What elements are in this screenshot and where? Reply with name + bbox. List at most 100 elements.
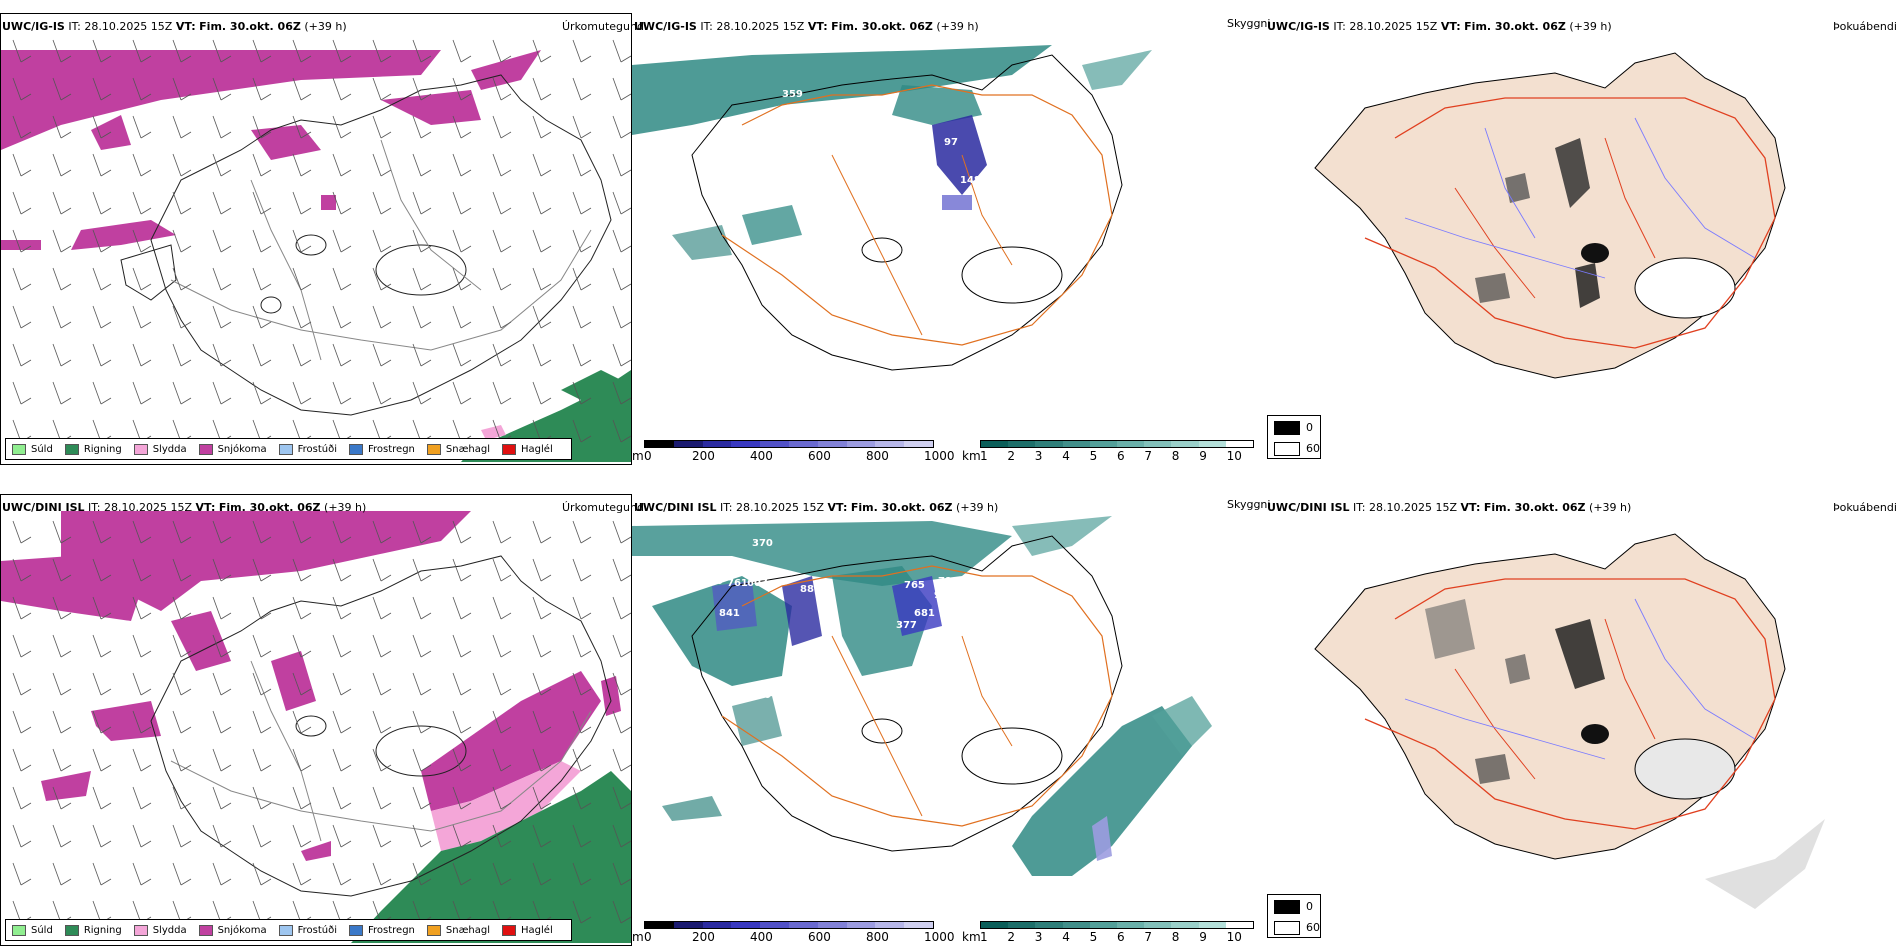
wind-barb xyxy=(612,748,622,772)
wind-barb xyxy=(92,153,102,177)
wind-barb xyxy=(92,672,102,696)
wind-barb xyxy=(532,305,542,329)
cloud-title-row1: Skyggni xyxy=(1227,17,1271,30)
wind-barb xyxy=(92,77,102,101)
wind-barb xyxy=(612,39,622,63)
wind-barb-flag xyxy=(140,55,152,63)
wind-barb xyxy=(252,381,262,405)
wind-barb xyxy=(172,710,182,734)
wind-barb xyxy=(292,305,302,329)
vt-label: VT: xyxy=(175,20,196,33)
wind-barb xyxy=(92,305,102,329)
wind-barb-flag xyxy=(180,359,192,367)
wind-barb xyxy=(292,634,302,658)
peak-height-label: 208 xyxy=(942,636,963,647)
wind-barb xyxy=(532,824,542,848)
wind-barb xyxy=(52,381,62,405)
legend-swatch xyxy=(278,924,293,936)
wind-barb xyxy=(612,596,622,620)
fog-legend-swatch xyxy=(1274,921,1300,935)
wind-barb-flag xyxy=(100,688,112,696)
wind-barb xyxy=(292,748,302,772)
colorbar-tick-label: 4 xyxy=(1062,449,1070,463)
wind-barb-flag xyxy=(380,840,392,848)
wind-barb-flag xyxy=(220,207,232,215)
wind-barb-flag xyxy=(260,688,272,696)
wind-barb-flag xyxy=(20,283,32,291)
wind-barb-flag xyxy=(580,435,592,443)
wind-barb-flag xyxy=(180,878,192,886)
wind-barb xyxy=(412,710,422,734)
wind-barb xyxy=(52,229,62,253)
wind-barb-flag xyxy=(620,840,631,848)
wind-barb-flag xyxy=(580,802,592,810)
wind-barb xyxy=(252,634,262,658)
wind-barb xyxy=(332,77,342,101)
wind-barb-flag xyxy=(380,574,392,582)
it-value: 28.10.2025 15Z xyxy=(736,501,825,514)
legend-swatch xyxy=(502,443,517,455)
fog-title-row1: Þokuábendi xyxy=(1833,20,1897,33)
wind-barb-flag xyxy=(220,321,232,329)
wind-barb xyxy=(132,634,142,658)
wind-barb xyxy=(412,229,422,253)
wind-barb xyxy=(452,596,462,620)
wind-barb-flag xyxy=(340,359,352,367)
it-label: IT: xyxy=(700,20,713,33)
wind-barb-flag xyxy=(340,802,352,810)
wind-barb xyxy=(292,558,302,582)
wind-barb-flag xyxy=(20,245,32,253)
wind-barb-flag xyxy=(620,802,631,810)
peak-height-label: 962 xyxy=(934,590,955,601)
wind-barb xyxy=(492,39,502,63)
wind-barb-flag xyxy=(20,802,32,810)
wind-barb-flag xyxy=(20,764,32,772)
colorbar-unit: km xyxy=(962,930,981,944)
wind-barb xyxy=(492,267,502,291)
wind-barb-flag xyxy=(420,245,432,253)
fog-legend-row1: 0 60 xyxy=(1267,415,1321,459)
wind-barb-flag xyxy=(380,764,392,772)
colorbar-tick-label: 7 xyxy=(1144,449,1153,463)
peak-height-label: 377 xyxy=(896,620,917,631)
precip-type-map-row2 xyxy=(1,511,631,943)
wind-barb-flag xyxy=(500,688,512,696)
wind-barb xyxy=(252,305,262,329)
legend-swatch xyxy=(64,924,79,936)
model-name: UWC/DINI ISL xyxy=(2,501,85,514)
wind-barb-flag xyxy=(100,612,112,620)
colorbar-tick-label: 3 xyxy=(1034,449,1043,463)
peak-height-label: 370 xyxy=(752,538,773,549)
wind-barb xyxy=(412,39,422,63)
wind-barb-flag xyxy=(220,397,232,405)
wind-barb-flag xyxy=(580,55,592,63)
wind-barb-flag xyxy=(580,688,592,696)
visibility-colorbar-row2: km 1 2 3 4 5 6 7 8 9 10 xyxy=(962,921,1262,944)
legend-label: Frostregn xyxy=(368,443,415,455)
precip-type-legend-row2: Súld Rigning Slydda Snjókoma Frostúði Frostre… xyxy=(5,919,572,941)
legend-label: Súld xyxy=(31,924,53,936)
peak-height-label: 359 xyxy=(782,89,803,100)
wind-barb xyxy=(452,786,462,810)
wind-barb-flag xyxy=(540,536,552,544)
wind-barb xyxy=(412,596,422,620)
wind-barb xyxy=(572,381,582,405)
wind-barb xyxy=(132,748,142,772)
wind-barb xyxy=(372,229,382,253)
colorbar-unit: m xyxy=(632,449,644,463)
legend-swatch xyxy=(198,443,213,455)
wind-barb xyxy=(212,343,222,367)
lead-time: (+39 h) xyxy=(304,20,347,33)
peak-height-label: 264 xyxy=(732,127,753,138)
legend-label: Súld xyxy=(31,443,53,455)
header-row2-mid: UWC/DINI ISL IT: 28.10.2025 15Z VT: Fim.… xyxy=(634,501,998,515)
wind-barb xyxy=(572,824,582,848)
model-name: UWC/IG-IS xyxy=(2,20,65,33)
wind-barb xyxy=(452,381,462,405)
wind-barb-flag xyxy=(500,612,512,620)
wind-barb xyxy=(52,748,62,772)
wind-barb-flag xyxy=(380,878,392,886)
wind-barb xyxy=(412,786,422,810)
wind-barb-flag xyxy=(260,802,272,810)
wind-barb xyxy=(292,115,302,139)
